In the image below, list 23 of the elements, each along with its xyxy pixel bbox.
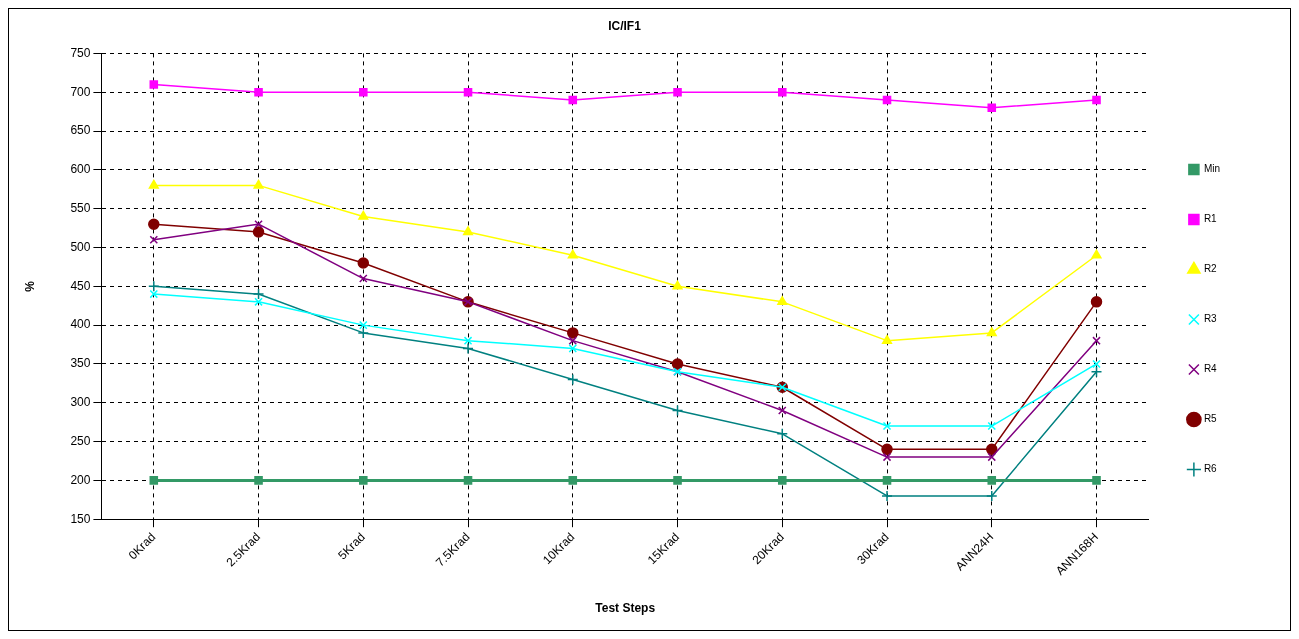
x-axis-title: Test Steps	[595, 601, 656, 616]
y-tick-label: 450	[70, 278, 91, 293]
legend-label: R6	[1203, 463, 1218, 475]
legend-label: R2	[1203, 263, 1218, 275]
legend-label: R3	[1203, 313, 1218, 325]
y-tick-label: 750	[70, 45, 91, 60]
y-tick-label: 700	[70, 84, 91, 99]
y-tick-label: 500	[70, 239, 91, 254]
y-tick-label: 400	[70, 317, 91, 332]
y-tick-label: 600	[70, 162, 91, 177]
legend-label: Min	[1203, 163, 1221, 175]
legend-label: R4	[1203, 363, 1218, 375]
y-tick-label: 300	[70, 395, 91, 410]
y-tick-label: 350	[70, 356, 91, 371]
y-tick-label: 550	[70, 200, 91, 215]
legend-label: R5	[1203, 413, 1218, 425]
y-axis-title: %	[22, 280, 37, 292]
legend-label: R1	[1203, 213, 1218, 225]
y-tick-label: 150	[70, 511, 91, 526]
y-tick-label: 200	[70, 472, 91, 487]
y-tick-label: 250	[70, 433, 91, 448]
chart-title: IC/IF1	[608, 18, 642, 33]
y-tick-label: 650	[70, 123, 91, 138]
